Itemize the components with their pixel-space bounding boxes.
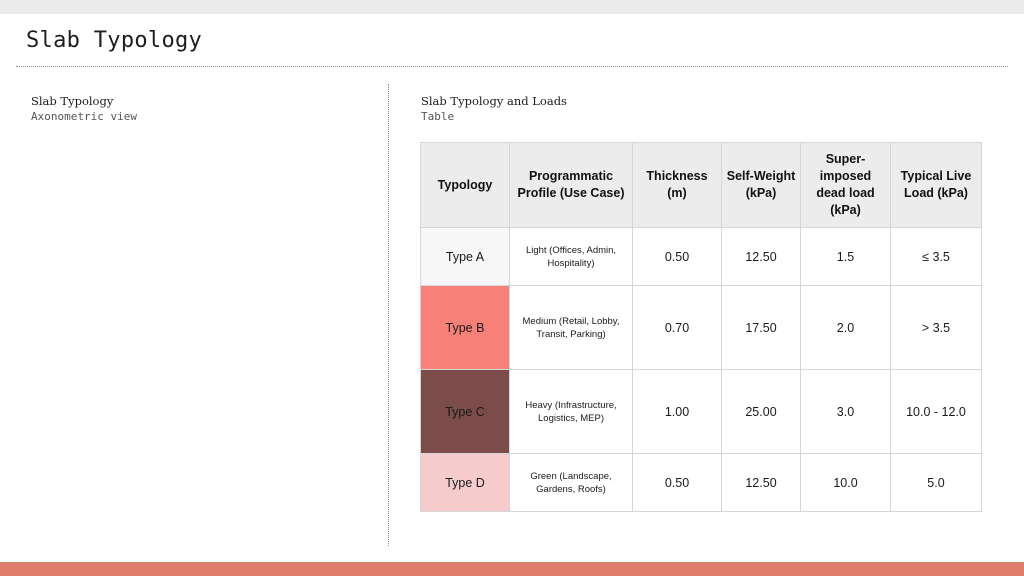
header-typical-live-load: Typical Live Load (kPa) (890, 142, 982, 228)
slide-title: Slab Typology (26, 28, 203, 53)
sdl-cell: 10.0 (800, 453, 891, 512)
typology-cell: Type C (420, 369, 510, 454)
header-programmatic-profile: Programmatic Profile (Use Case) (509, 142, 633, 228)
live-load-cell: ≤ 3.5 (890, 227, 982, 286)
header-superimposed-dead-load: Super-imposed dead load (kPa) (800, 142, 891, 228)
header-thickness: Thickness (m) (632, 142, 722, 228)
table-row: Type B Medium (Retail, Lobby, Transit, P… (420, 285, 982, 370)
left-panel-subheading: Axonometric view (31, 110, 137, 123)
sdl-cell: 2.0 (800, 285, 891, 370)
typology-cell: Type A (420, 227, 510, 286)
profile-cell: Medium (Retail, Lobby, Transit, Parking) (509, 285, 633, 370)
footer-band (0, 562, 1024, 576)
right-panel-heading: Slab Typology and Loads (421, 94, 567, 108)
profile-cell: Green (Landscape, Gardens, Roofs) (509, 453, 633, 512)
table-row: Type D Green (Landscape, Gardens, Roofs)… (420, 453, 982, 512)
slab-loads-table: Typology Programmatic Profile (Use Case)… (420, 142, 982, 512)
sdl-cell: 1.5 (800, 227, 891, 286)
live-load-cell: 10.0 - 12.0 (890, 369, 982, 454)
sdl-cell: 3.0 (800, 369, 891, 454)
left-panel-heading: Slab Typology (31, 94, 114, 108)
self-weight-cell: 12.50 (721, 227, 801, 286)
typology-cell: Type D (420, 453, 510, 512)
thickness-cell: 0.50 (632, 227, 722, 286)
self-weight-cell: 12.50 (721, 453, 801, 512)
live-load-cell: 5.0 (890, 453, 982, 512)
self-weight-cell: 17.50 (721, 285, 801, 370)
profile-cell: Heavy (Infrastructure, Logistics, MEP) (509, 369, 633, 454)
top-band (0, 0, 1024, 14)
table-row: Type C Heavy (Infrastructure, Logistics,… (420, 369, 982, 454)
header-self-weight: Self-Weight (kPa) (721, 142, 801, 228)
typology-cell: Type B (420, 285, 510, 370)
thickness-cell: 1.00 (632, 369, 722, 454)
self-weight-cell: 25.00 (721, 369, 801, 454)
column-divider (388, 84, 389, 546)
title-divider (16, 66, 1008, 67)
live-load-cell: > 3.5 (890, 285, 982, 370)
right-panel-subheading: Table (421, 110, 455, 123)
table-row: Type A Light (Offices, Admin, Hospitalit… (420, 227, 982, 286)
header-typology: Typology (420, 142, 510, 228)
thickness-cell: 0.70 (632, 285, 722, 370)
table-header-row: Typology Programmatic Profile (Use Case)… (420, 142, 982, 228)
thickness-cell: 0.50 (632, 453, 722, 512)
profile-cell: Light (Offices, Admin, Hospitality) (509, 227, 633, 286)
